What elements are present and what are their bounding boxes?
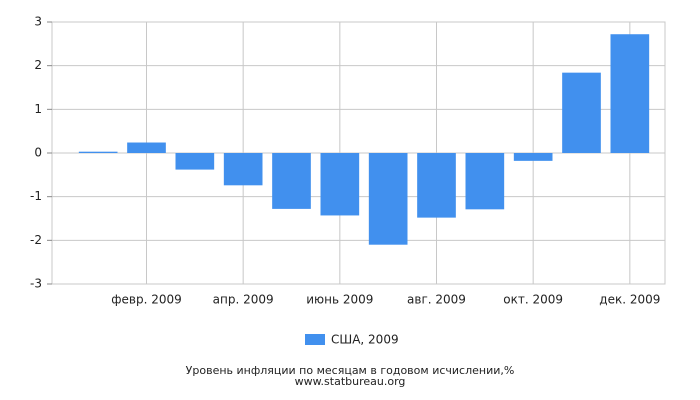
bar bbox=[78, 151, 118, 153]
y-tick-label: 3 bbox=[34, 15, 42, 29]
bar bbox=[223, 153, 263, 186]
bar bbox=[175, 153, 215, 170]
y-tick-label: -3 bbox=[30, 277, 42, 291]
y-tick-label: 1 bbox=[34, 102, 42, 116]
x-tick-label: июнь 2009 bbox=[306, 293, 373, 307]
bar bbox=[368, 153, 408, 245]
y-tick-label: -1 bbox=[30, 189, 42, 203]
bar bbox=[562, 72, 601, 153]
y-tick-label: 0 bbox=[34, 146, 42, 160]
y-tick-label: 2 bbox=[34, 58, 42, 72]
x-tick-label: февр. 2009 bbox=[111, 293, 182, 307]
bar bbox=[417, 153, 456, 218]
bar bbox=[272, 153, 311, 209]
x-tick-label: авг. 2009 bbox=[407, 293, 466, 307]
caption: Уровень инфляции по месяцам в годовом ис… bbox=[186, 364, 515, 377]
y-tick-label: -2 bbox=[30, 233, 42, 247]
x-tick-label: окт. 2009 bbox=[503, 293, 563, 307]
x-tick-label: дек. 2009 bbox=[599, 293, 660, 307]
bar bbox=[513, 153, 553, 161]
bar bbox=[320, 153, 360, 216]
bar bbox=[127, 142, 166, 153]
bar bbox=[610, 34, 650, 153]
legend-label: США, 2009 bbox=[331, 333, 399, 347]
legend-swatch bbox=[305, 334, 325, 345]
source: www.statbureau.org bbox=[295, 375, 406, 388]
bar bbox=[465, 153, 505, 210]
x-tick-label: апр. 2009 bbox=[213, 293, 274, 307]
